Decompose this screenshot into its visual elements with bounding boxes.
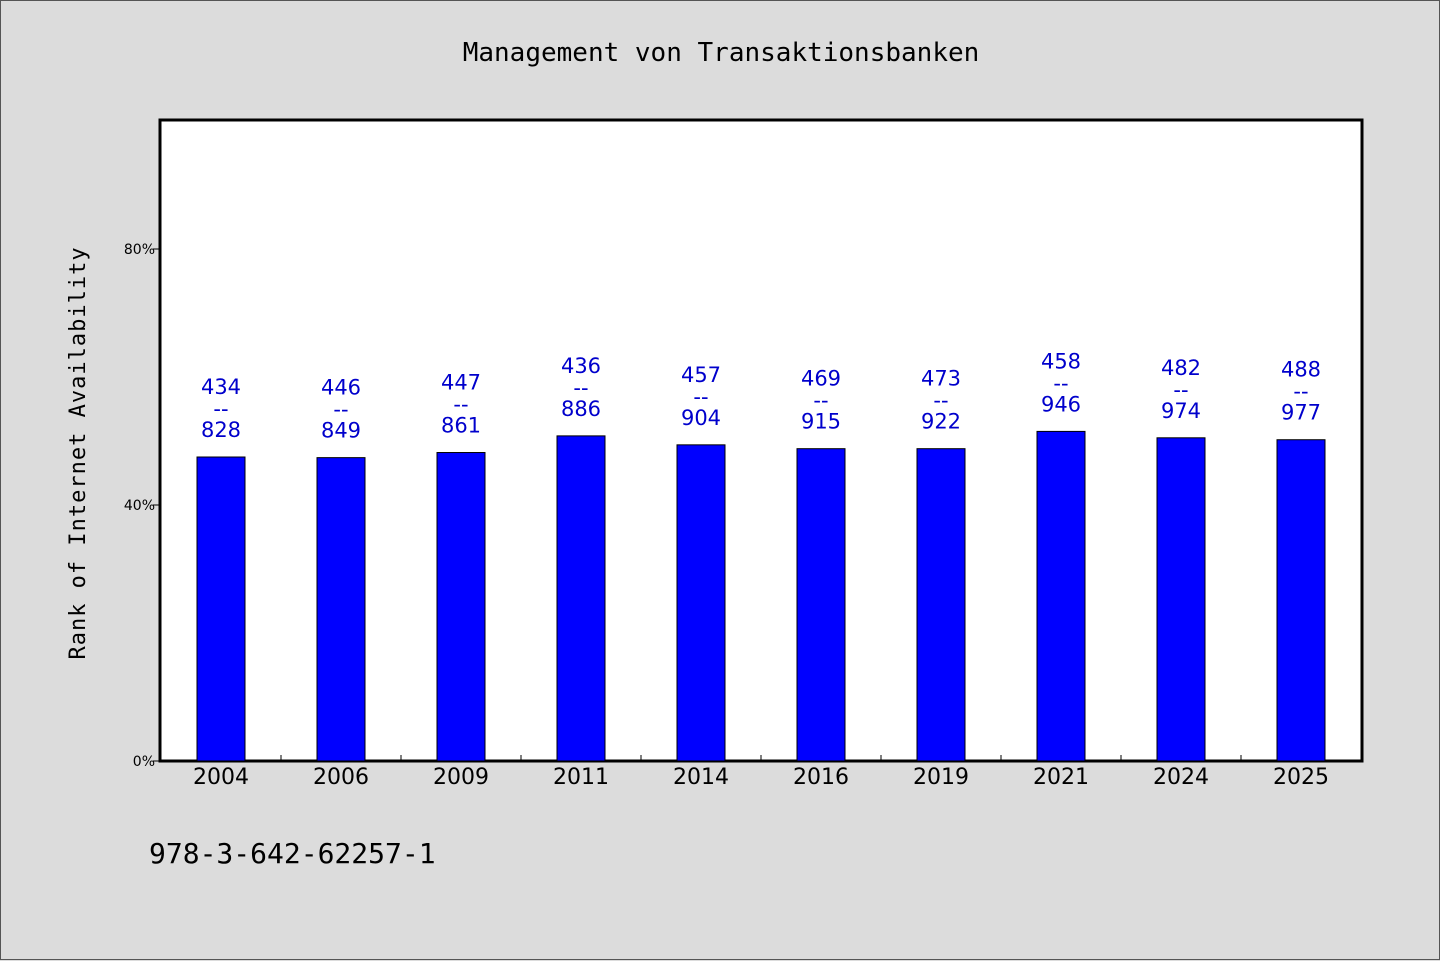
bar-series <box>196 430 1326 762</box>
bar-label-top: 457 <box>681 363 721 387</box>
bar-label-top: 458 <box>1041 349 1081 373</box>
bar <box>796 448 846 762</box>
bar-label-bottom: 915 <box>801 410 841 434</box>
bar <box>1276 439 1326 762</box>
bar-label-separator: -- <box>573 376 588 400</box>
bar <box>436 452 486 762</box>
y-axis-ticks: 0% 40% 80% <box>124 242 161 770</box>
bar-label-bottom: 946 <box>1041 392 1081 416</box>
y-tick-label: 80% <box>124 242 155 258</box>
bar-label-separator: -- <box>813 389 828 413</box>
bar <box>316 457 366 762</box>
bar <box>1036 430 1086 762</box>
bar-label-separator: -- <box>933 389 948 413</box>
bar <box>916 448 966 762</box>
y-tick-label: 0% <box>133 754 155 770</box>
x-tick-label: 2014 <box>673 765 729 790</box>
bar-label-bottom: 886 <box>561 397 601 421</box>
bar-label-top: 488 <box>1281 358 1321 382</box>
x-tick-label: 2016 <box>793 765 849 790</box>
x-tick-label: 2024 <box>1153 765 1209 790</box>
bar-label-separator: -- <box>1293 380 1308 404</box>
x-tick-label: 2009 <box>433 765 489 790</box>
bar-label-top: 482 <box>1161 356 1201 380</box>
bar-label-bottom: 849 <box>321 419 361 443</box>
x-tick-label: 2019 <box>913 765 969 790</box>
bar <box>1156 437 1206 762</box>
x-tick-label: 2011 <box>553 765 609 790</box>
bar-label-separator: -- <box>1173 378 1188 402</box>
bar-label-top: 473 <box>921 367 961 391</box>
bar-label-separator: -- <box>333 398 348 422</box>
bar-label-separator: -- <box>1053 371 1068 395</box>
bar-label-bottom: 904 <box>681 406 721 430</box>
bar-label-bottom: 922 <box>921 410 961 434</box>
bar-label-separator: -- <box>453 393 468 417</box>
bar-label-separator: -- <box>213 397 228 421</box>
bar-value-labels: 828--434849--446861--447886--436904--457… <box>201 349 1321 442</box>
x-tick-label: 2004 <box>193 765 249 790</box>
bar <box>676 444 726 762</box>
y-axis-label: Rank of Internet Availability <box>66 246 91 659</box>
x-tick-label: 2025 <box>1273 765 1329 790</box>
x-tick-label: 2021 <box>1033 765 1089 790</box>
x-axis-ticks: 2004 2006 2009 2011 2014 2016 2019 2021 2024 2025 <box>193 755 1329 790</box>
footnote-isbn: 978-3-642-62257-1 <box>149 837 436 870</box>
bar-label-separator: -- <box>693 385 708 409</box>
bar-label-top: 436 <box>561 354 601 378</box>
bar-label-bottom: 974 <box>1161 399 1201 423</box>
bar <box>196 456 246 762</box>
y-tick-label: 40% <box>124 498 155 514</box>
bar-label-top: 446 <box>321 376 361 400</box>
chart-title: Management von Transaktionsbanken <box>463 38 980 68</box>
x-tick-label: 2006 <box>313 765 369 790</box>
bar-label-bottom: 861 <box>441 414 481 438</box>
bar-label-bottom: 977 <box>1281 401 1321 425</box>
bar-label-top: 469 <box>801 367 841 391</box>
bar <box>556 435 606 762</box>
bar-label-bottom: 828 <box>201 418 241 442</box>
bar-label-top: 447 <box>441 371 481 395</box>
bar-label-top: 434 <box>201 375 241 399</box>
